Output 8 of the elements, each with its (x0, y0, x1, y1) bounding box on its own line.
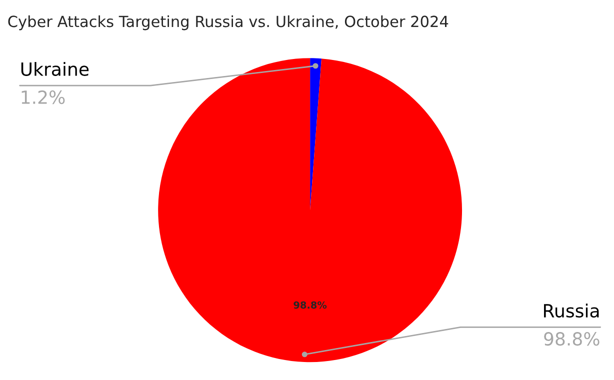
slice-label: Russia (544, 304, 599, 318)
data-label: 98.8% (544, 332, 600, 346)
chart-title: Cyber Attacks Targeting Russia vs. Ukraine, October 2024 (8, 15, 448, 30)
slice-label: Ukraine (21, 62, 89, 76)
pie-slice (310, 58, 322, 210)
data-label: 1.2% (22, 90, 65, 104)
pie-slice (158, 58, 462, 362)
text: 98.8% (294, 301, 327, 309)
